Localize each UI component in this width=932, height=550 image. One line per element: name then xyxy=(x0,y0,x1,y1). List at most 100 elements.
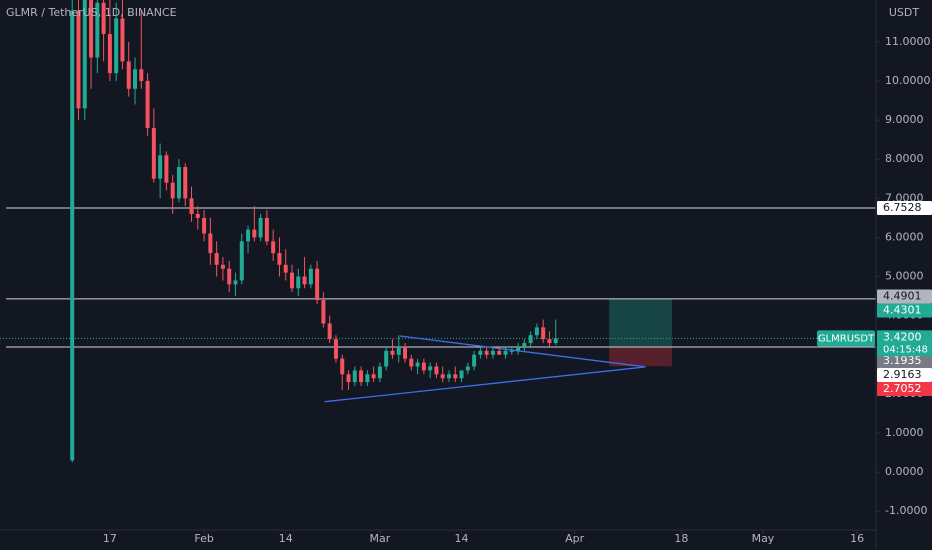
x-tick-label: 14 xyxy=(279,532,293,545)
candle-body xyxy=(164,155,169,183)
candle-body xyxy=(202,217,207,234)
price-label: 4.4901 xyxy=(883,289,922,302)
y-tick-label: 0.0000 xyxy=(885,465,924,478)
candle-body xyxy=(208,233,213,254)
candle-body xyxy=(434,366,439,375)
candle-body xyxy=(101,2,106,35)
candle-body xyxy=(264,217,269,242)
x-tick-label: 17 xyxy=(103,532,117,545)
candle-body xyxy=(490,350,495,355)
candle-body xyxy=(302,276,307,285)
candle-body xyxy=(126,61,131,89)
candle-body xyxy=(290,272,294,289)
price-label-box xyxy=(877,200,932,215)
price-label: 4.4301 xyxy=(883,303,922,316)
x-tick-label: 16 xyxy=(850,532,864,545)
candle-body xyxy=(151,127,156,179)
position-target-zone xyxy=(609,298,672,348)
candle-body xyxy=(214,253,219,265)
price-label-box xyxy=(877,354,932,369)
candle-body xyxy=(220,264,225,269)
x-tick-label: Apr xyxy=(565,532,585,545)
candle-body xyxy=(403,346,408,359)
y-tick-label: 6.0000 xyxy=(885,230,924,243)
candle-body xyxy=(478,350,483,355)
x-tick-label: Feb xyxy=(194,532,213,545)
candle-body xyxy=(158,155,163,179)
candle-body xyxy=(377,366,382,379)
candle-body xyxy=(534,327,539,336)
symbol-tag xyxy=(817,330,875,347)
candle-body xyxy=(446,374,451,379)
candle-body xyxy=(239,241,244,281)
price-label-box xyxy=(877,303,932,318)
candle-body xyxy=(283,264,288,273)
candle-body xyxy=(327,323,332,340)
price-label-box xyxy=(877,382,932,397)
trendline xyxy=(399,335,646,368)
candle-body xyxy=(170,182,175,199)
last-price-box xyxy=(877,330,932,357)
candle-body xyxy=(352,370,357,383)
y-tick-label: -1.0000 xyxy=(885,504,927,517)
candle-body xyxy=(359,370,364,383)
chart-title: GLMR / TetherUS, 1D, BINANCE xyxy=(6,6,177,19)
price-label: 2.9163 xyxy=(883,368,922,381)
y-tick-label: 9.0000 xyxy=(885,113,924,126)
candle-body xyxy=(371,374,376,379)
price-label: 2.7052 xyxy=(883,382,922,395)
y-tick-label: 8.0000 xyxy=(885,152,924,165)
y-tick-label: 11.0000 xyxy=(885,35,931,48)
candle-body xyxy=(333,339,338,359)
candle-body xyxy=(547,339,552,344)
price-label: 6.7528 xyxy=(883,201,922,214)
plot-area xyxy=(0,0,876,463)
candle-body xyxy=(516,346,521,351)
last-price-label: 3.4200 xyxy=(883,330,922,343)
x-tick-label: May xyxy=(752,532,775,545)
candle-body xyxy=(321,300,326,324)
candle-body xyxy=(440,374,445,379)
candle-body xyxy=(258,217,263,238)
candle-body xyxy=(453,374,458,379)
candle-body xyxy=(308,268,313,285)
candle-body xyxy=(277,253,282,265)
candle-body xyxy=(340,358,345,375)
candle-body xyxy=(114,18,119,74)
x-tick-label: 14 xyxy=(455,532,469,545)
candle-body xyxy=(246,229,251,242)
candle-body xyxy=(183,167,188,199)
candle-body xyxy=(472,354,477,367)
price-label-box xyxy=(877,368,932,383)
candle-body xyxy=(139,69,144,81)
candle-body xyxy=(89,0,94,58)
candle-body xyxy=(541,327,546,340)
candle-body xyxy=(497,350,502,355)
candle-body xyxy=(189,198,194,214)
candle-body xyxy=(428,366,433,371)
candle-body xyxy=(484,350,489,355)
candle-body xyxy=(107,34,112,74)
candle-body xyxy=(133,69,138,89)
candle-body xyxy=(409,358,414,367)
position-stop-zone xyxy=(609,347,672,367)
candle-body xyxy=(346,374,351,383)
candle-body xyxy=(120,18,125,62)
candle-body xyxy=(233,280,238,285)
x-tick-label: 18 xyxy=(674,532,688,545)
currency-label: USDT xyxy=(889,6,920,19)
countdown-label: 04:15:48 xyxy=(883,344,928,355)
candle-body xyxy=(522,343,527,347)
candle-body xyxy=(421,362,426,371)
price-label: 3.1935 xyxy=(883,354,922,367)
candle-body xyxy=(396,346,401,355)
candle-body xyxy=(365,374,370,383)
candle-body xyxy=(415,362,420,367)
candle-body xyxy=(252,229,257,238)
candle-body xyxy=(503,350,508,355)
candle-body xyxy=(384,350,389,367)
candle-body xyxy=(82,0,87,109)
candle-body xyxy=(95,2,100,58)
